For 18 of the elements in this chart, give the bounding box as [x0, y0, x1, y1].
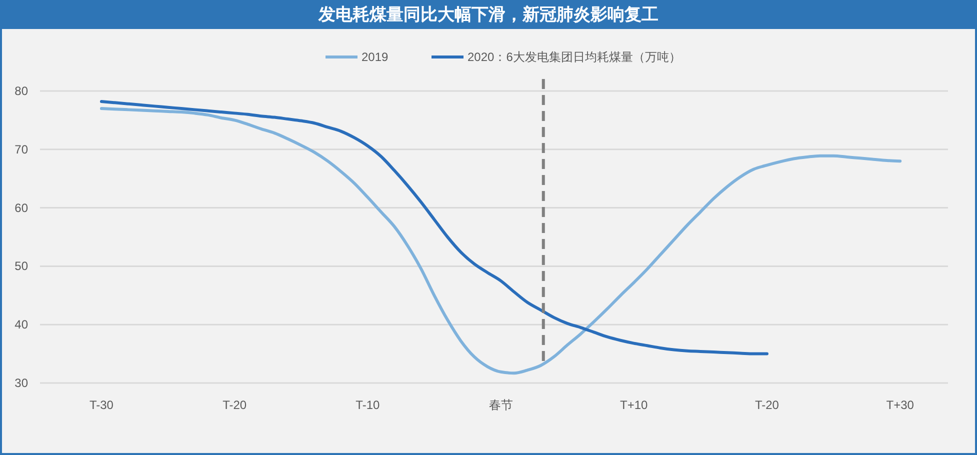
x-tick-label: T+30 [886, 398, 914, 412]
y-tick-label: 50 [14, 259, 28, 274]
x-tick-label: 春节 [488, 398, 513, 412]
y-tick-label: 70 [14, 142, 28, 156]
x-tick-label: T-20 [222, 398, 247, 412]
x-tick-label: T-30 [89, 398, 114, 412]
y-tick-label: 60 [14, 200, 28, 215]
legend-label: 2020：6大发电集团日均耗煤量（万吨） [468, 50, 681, 64]
line-series [100, 100, 768, 356]
legend-label: 2019 [362, 50, 389, 64]
x-tick-label: T-20 [754, 398, 780, 412]
line-series [100, 107, 902, 375]
chart-title: 发电耗煤量同比大幅下滑，新冠肺炎影响复工 [318, 5, 658, 24]
x-tick-label: T-10 [356, 398, 380, 412]
y-tick-label: 40 [14, 318, 28, 332]
y-tick-label: 30 [14, 376, 28, 390]
x-tick-label: T+10 [620, 398, 648, 412]
y-tick-label: 80 [14, 84, 28, 98]
